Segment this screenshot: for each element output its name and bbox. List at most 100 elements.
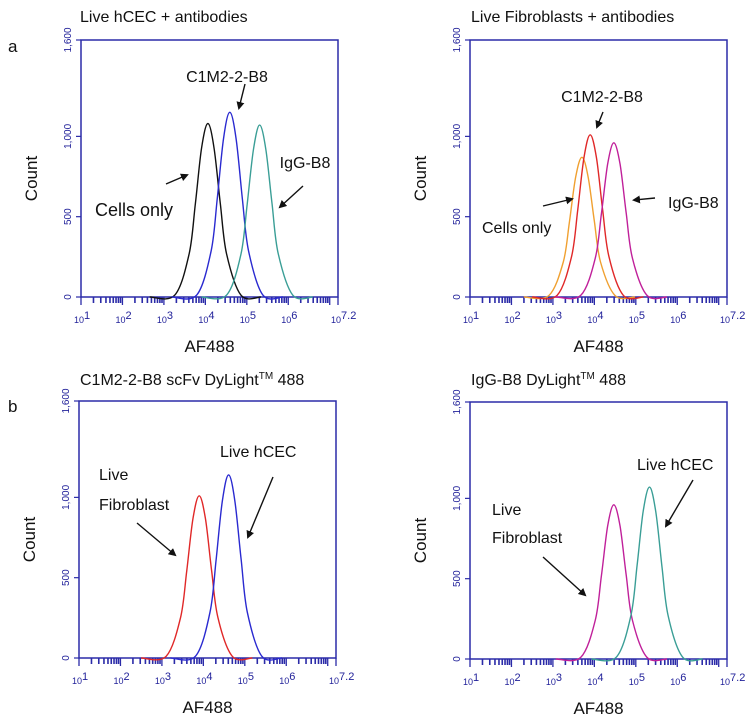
x-tick-exponent: 6 — [291, 310, 297, 322]
y-tick-label: 500 — [452, 570, 463, 587]
y-axis-label: Count — [20, 517, 39, 563]
x-tick-label: 107.2 — [329, 671, 354, 686]
annotation-label: IgG-B8 — [280, 155, 331, 172]
chart-title: C1M2-2-B8 scFv DyLightTM 488 — [80, 371, 304, 389]
y-tick-label: 500 — [61, 569, 72, 586]
annotation-arrow — [136, 522, 177, 557]
x-tick-exponent: 3 — [556, 672, 562, 684]
annotation-arrow — [632, 195, 656, 204]
annotation-label: IgG-B8 — [668, 195, 719, 212]
x-tick-label: 107.2 — [720, 672, 745, 687]
x-tick-exponent: 1 — [473, 672, 479, 684]
y-tick-label: 1,600 — [63, 27, 74, 52]
y-tick-label: 1,600 — [452, 389, 463, 414]
histogram-panel-4: IgG-B8 DyLightTM 488 0 500 1,000 1,600 Count 1… — [411, 371, 745, 718]
x-tick-label: 105 — [240, 310, 256, 325]
annotation-arrow — [595, 111, 604, 129]
annotation-label: Live hCEC — [220, 444, 296, 461]
x-axis-label: AF488 — [184, 337, 234, 356]
x-tick-exponent: 4 — [208, 310, 214, 322]
x-tick-exponent: 3 — [165, 671, 171, 683]
x-tick-exponent: 6 — [680, 672, 686, 684]
x-tick-exponent: 5 — [250, 310, 256, 322]
x-tick-label: 104 — [198, 310, 214, 325]
annotation-label: C1M2-2-B8 — [186, 69, 268, 86]
y-tick-label: 0 — [452, 294, 463, 300]
histogram-panel-2: Live Fibroblasts + antibodies 0 500 1,000 1,… — [411, 9, 745, 356]
x-tick-exponent: 4 — [597, 672, 603, 684]
x-tick-exponent: 4 — [206, 671, 212, 683]
x-tick-label: 106 — [670, 672, 686, 687]
annotation-label: Cells only — [482, 220, 551, 237]
y-tick-label: 1,000 — [61, 484, 72, 509]
x-tick-label: 104 — [587, 310, 603, 325]
histogram-series-live-hcec — [170, 474, 282, 661]
annotation-label: Live — [492, 502, 521, 519]
chart-title-superscript: TM — [580, 371, 594, 382]
histogram-series-igg-b8 — [201, 124, 313, 300]
x-tick-label: 101 — [463, 672, 479, 687]
panel-letter-b: b — [8, 397, 17, 416]
chart-title: IgG-B8 DyLightTM 488 — [471, 371, 626, 389]
x-tick-exponent: 2 — [125, 310, 131, 322]
x-tick-label: 103 — [157, 310, 173, 325]
histogram-series-cells-only — [523, 156, 636, 300]
x-tick-exponent: 7.2 — [730, 310, 745, 322]
histogram-series-live-hcec — [591, 486, 703, 662]
x-tick-label: 106 — [279, 671, 295, 686]
plot-frame — [78, 400, 337, 659]
x-axis-label: AF488 — [182, 698, 232, 717]
x-tick-exponent: 3 — [556, 310, 562, 322]
y-tick-label: 500 — [452, 208, 463, 225]
histogram-panel-1: Live hCEC + antibodies 0 500 1,000 1,600 Coun… — [22, 9, 356, 356]
x-tick-label: 106 — [670, 310, 686, 325]
plot-frame — [469, 39, 728, 298]
annotation-arrow — [165, 173, 189, 185]
x-tick-label: 104 — [196, 671, 212, 686]
annotation-arrow — [542, 196, 574, 207]
y-tick-label: 0 — [61, 655, 72, 661]
x-tick-exponent: 1 — [473, 310, 479, 322]
histogram-series-live-fibroblast — [555, 504, 668, 662]
y-tick-label: 0 — [63, 294, 74, 300]
x-tick-label: 104 — [587, 672, 603, 687]
x-axis-label: AF488 — [573, 337, 623, 356]
chart-title: Live Fibroblasts + antibodies — [471, 9, 674, 26]
y-tick-label: 1,000 — [452, 485, 463, 510]
annotation-arrow — [542, 556, 587, 597]
x-tick-exponent: 2 — [123, 671, 129, 683]
histogram-series-c1m2-2-b8 — [171, 111, 283, 300]
x-tick-exponent: 5 — [248, 671, 254, 683]
x-tick-exponent: 6 — [680, 310, 686, 322]
y-tick-label: 1,600 — [452, 27, 463, 52]
annotation-label: Live — [99, 467, 128, 484]
annotation-label: Live hCEC — [637, 457, 713, 474]
x-tick-exponent: 2 — [514, 672, 520, 684]
annotation-label: C1M2-2-B8 — [561, 89, 643, 106]
x-tick-exponent: 5 — [639, 672, 645, 684]
y-axis-label: Count — [411, 518, 430, 564]
annotation-label: Cells only — [95, 200, 173, 220]
x-tick-label: 107.2 — [331, 310, 356, 325]
x-tick-exponent: 1 — [82, 671, 88, 683]
x-tick-label: 101 — [463, 310, 479, 325]
x-tick-label: 106 — [281, 310, 297, 325]
x-tick-label: 103 — [546, 672, 562, 687]
x-tick-label: 102 — [504, 310, 520, 325]
x-tick-label: 103 — [155, 671, 171, 686]
chart-title-suffix: 488 — [273, 372, 304, 389]
histogram-series-live-fibroblast — [141, 495, 253, 661]
y-tick-label: 500 — [63, 208, 74, 225]
x-tick-exponent: 7.2 — [730, 672, 745, 684]
chart-title-suffix: 488 — [595, 372, 626, 389]
y-axis-label: Count — [22, 156, 41, 202]
x-tick-label: 102 — [113, 671, 129, 686]
x-tick-label: 107.2 — [720, 310, 745, 325]
y-tick-label: 1,600 — [61, 388, 72, 413]
x-tick-label: 103 — [546, 310, 562, 325]
x-tick-exponent: 6 — [289, 671, 295, 683]
annotation-label: Fibroblast — [99, 497, 170, 514]
histogram-series-cells-only — [149, 122, 262, 300]
x-tick-label: 105 — [629, 310, 645, 325]
